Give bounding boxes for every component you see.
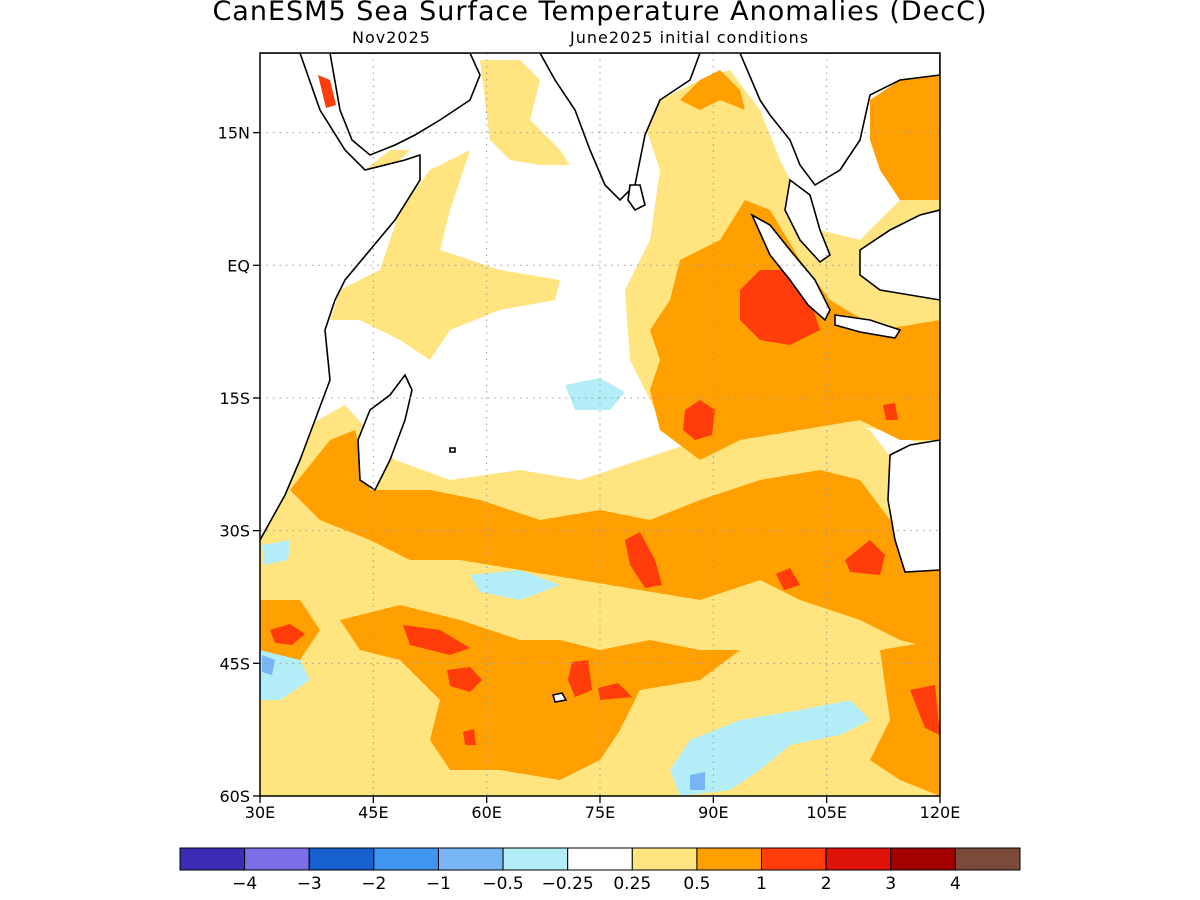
anomaly-orange-se-asia — [870, 60, 940, 200]
land-mauritius — [449, 447, 456, 453]
anomaly-red-4 — [403, 625, 470, 655]
y-tick-label: 15N — [218, 124, 250, 143]
x-tick-label: 120E — [920, 803, 961, 822]
colorbar-labels: −4 −3 −2 −1 −0.5 −0.25 0.25 0.5 1 2 3 4 — [232, 874, 961, 894]
colorbar-swatch — [179, 847, 246, 871]
colorbar-label: −3 — [297, 874, 322, 894]
x-tick-label: 30E — [245, 803, 275, 822]
land-borneo — [859, 209, 940, 301]
land-madagascar — [357, 373, 413, 492]
gridlines — [260, 53, 940, 796]
anomaly-red-3 — [845, 540, 885, 575]
colorbar-swatch — [373, 847, 439, 871]
y-tick-label: 15S — [219, 389, 250, 408]
colorbar-swatch — [825, 847, 892, 871]
anomaly-yellow-mozambique — [365, 150, 410, 170]
anomaly-red-12 — [318, 75, 336, 108]
colorbar-label: −2 — [361, 874, 386, 894]
land-malay-peninsula — [784, 178, 831, 264]
colorbar-swatch — [761, 847, 827, 871]
y-tick-label: EQ — [227, 256, 250, 275]
colorbar — [179, 847, 1021, 871]
land-arabia — [329, 53, 481, 156]
anomaly-red-2 — [625, 532, 662, 588]
y-tick-label: 60S — [219, 787, 250, 806]
anomaly-lightblue-south — [670, 700, 870, 796]
anomaly-red-7 — [598, 683, 632, 700]
anomaly-red-10 — [776, 568, 800, 590]
anomaly-blue-south — [690, 772, 705, 790]
anomaly-blue-sw — [262, 655, 275, 675]
land-masses — [260, 53, 940, 703]
x-tick-label: 105E — [806, 803, 847, 822]
colorbar-label: −4 — [232, 874, 257, 894]
anomaly-lightblue-central — [565, 378, 625, 410]
colorbar-label: −0.5 — [482, 874, 523, 894]
initial-conditions: June2025 initial conditions — [570, 28, 810, 47]
x-tick-label: 45E — [358, 803, 388, 822]
land-australia — [887, 439, 940, 573]
colorbar-swatch — [244, 847, 310, 871]
anomaly-yellow-arabian — [330, 150, 560, 360]
anomaly-yellow-north — [480, 60, 570, 165]
land-sumatra — [750, 213, 831, 322]
x-tick-label: 90E — [698, 803, 728, 822]
figure-title: CanESM5 Sea Surface Temperature Anomalie… — [212, 0, 988, 27]
anomaly-orange-south-band — [290, 430, 940, 650]
colorbar-swatch — [890, 847, 956, 871]
anomaly-red-13 — [463, 729, 476, 745]
colorbar-swatch — [502, 847, 569, 871]
x-ticks: 30E 45E 60E 75E 90E 105E 120E — [245, 796, 961, 822]
anomaly-red-5 — [447, 667, 482, 692]
colorbar-label: 2 — [821, 874, 832, 894]
land-java — [834, 314, 902, 339]
anomaly-red-8 — [910, 685, 940, 735]
colorbar-label: −0.25 — [542, 874, 594, 894]
anomaly-orange-south-east — [870, 640, 940, 796]
colorbar-swatch — [696, 847, 763, 871]
colorbar-swatch — [954, 847, 1021, 871]
anomaly-red-1 — [683, 400, 715, 440]
colorbar-swatch — [631, 847, 698, 871]
anomaly-red-9 — [270, 624, 305, 645]
y-ticks: 15N EQ 15S 30S 45S 60S — [218, 124, 260, 806]
anomaly-lightblue-mid — [470, 570, 560, 600]
colorbar-label: 1 — [756, 874, 767, 894]
anomaly-lightblue-sw — [262, 540, 290, 565]
anomaly-red-11 — [883, 403, 898, 420]
anomaly-red-6 — [568, 660, 592, 697]
colorbar-label: 4 — [950, 874, 961, 894]
colorbar-label: 3 — [885, 874, 896, 894]
land-indochina — [739, 53, 940, 187]
colorbar-label: 0.25 — [613, 874, 651, 894]
colorbar-swatch — [437, 847, 504, 871]
y-tick-label: 45S — [219, 654, 250, 673]
colorbar-label: −1 — [426, 874, 451, 894]
x-tick-label: 75E — [585, 803, 615, 822]
colorbar-swatch — [567, 847, 633, 871]
x-tick-label: 60E — [471, 803, 501, 822]
land-sri-lanka — [627, 184, 646, 212]
colorbar-label: 0.5 — [683, 874, 710, 894]
colorbar-swatch — [308, 847, 375, 871]
land-kerguelen — [551, 692, 568, 703]
y-tick-label: 30S — [219, 522, 250, 541]
forecast-month: Nov2025 — [352, 28, 431, 47]
anomaly-orange-bay — [680, 70, 745, 110]
